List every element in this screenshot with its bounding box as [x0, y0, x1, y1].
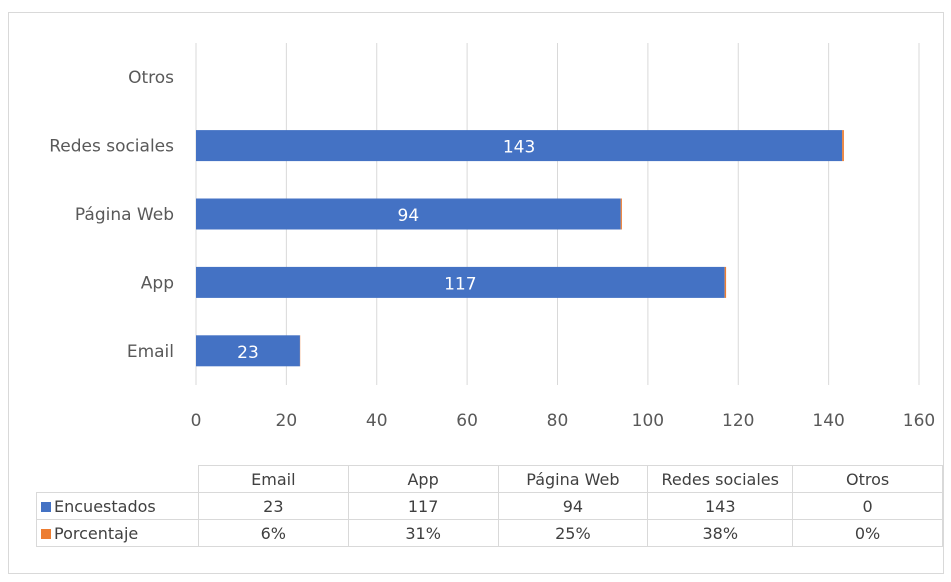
x-tick-label: 80: [547, 411, 569, 431]
x-tick-label: 20: [276, 411, 298, 431]
bar-porcentaje: [724, 266, 727, 298]
x-tick-label: 40: [366, 411, 388, 431]
bar-porcentaje: [620, 198, 622, 230]
legend-key-porcentaje: [41, 528, 51, 539]
x-tick-label: 100: [632, 411, 664, 431]
data-label: 117: [444, 274, 476, 294]
bar-chart: Email App Página Web Redes sociales Otros 23…: [49, 43, 936, 431]
bar-encuestados: [196, 335, 300, 367]
x-tick-label: 0: [191, 411, 202, 431]
legend-label: Porcentaje: [54, 523, 139, 543]
legend-key-encuestados: [41, 501, 51, 512]
x-tick-label: 160: [903, 411, 935, 431]
legend-entry-encuestados: Encuestados: [36, 492, 199, 520]
table-header-cell: App: [347, 465, 499, 493]
table-cell: 25%: [497, 519, 649, 547]
table-cell: 38%: [647, 519, 794, 547]
data-table: Email App Página Web Redes sociales Otro…: [36, 465, 943, 547]
table-header-row: Email App Página Web Redes sociales Otro…: [36, 465, 943, 493]
bar-encuestados: [196, 198, 621, 230]
table-row: Encuestados 23 117 94 143 0: [36, 492, 943, 520]
table-cell: 0: [792, 492, 943, 520]
table-cell: 31%: [347, 519, 499, 547]
table-cell: 0%: [792, 519, 943, 547]
category-label: Email: [127, 342, 174, 362]
category-label: Otros: [128, 68, 174, 88]
x-tick-label: 140: [812, 411, 844, 431]
category-axis-labels: Email App Página Web Redes sociales Otros: [49, 68, 174, 362]
data-label: 94: [398, 206, 420, 226]
table-cell: 143: [647, 492, 794, 520]
x-tick-label: 120: [722, 411, 754, 431]
x-tick-label: 60: [456, 411, 478, 431]
table-cell: 6%: [197, 519, 349, 547]
bar-encuestados: [196, 266, 725, 298]
legend-entry-porcentaje: Porcentaje: [36, 519, 199, 547]
legend-label: Encuestados: [54, 496, 156, 516]
category-label: Página Web: [75, 205, 174, 225]
bar-porcentaje: [842, 130, 844, 162]
table-header-cell: Email: [197, 465, 349, 493]
category-label: Redes sociales: [49, 137, 174, 157]
bars: 23 117 94 143: [196, 130, 844, 367]
chart-frame: Email App Página Web Redes sociales Otros 23…: [8, 12, 944, 574]
bar-encuestados: [196, 130, 843, 162]
data-label: 23: [237, 343, 259, 363]
table-cell: 117: [347, 492, 499, 520]
table-corner: [36, 465, 199, 493]
table-header-cell: Otros: [792, 465, 943, 493]
table-row: Porcentaje 6% 31% 25% 38% 0%: [36, 519, 943, 547]
table-cell: 94: [497, 492, 649, 520]
table-header-cell: Página Web: [497, 465, 649, 493]
table-cell: 23: [197, 492, 349, 520]
category-label: App: [141, 273, 174, 293]
data-label: 143: [503, 138, 535, 158]
table-header-cell: Redes sociales: [647, 465, 794, 493]
value-axis-tick-labels: 0 20 40 60 80 100 120 140 160: [191, 411, 936, 431]
